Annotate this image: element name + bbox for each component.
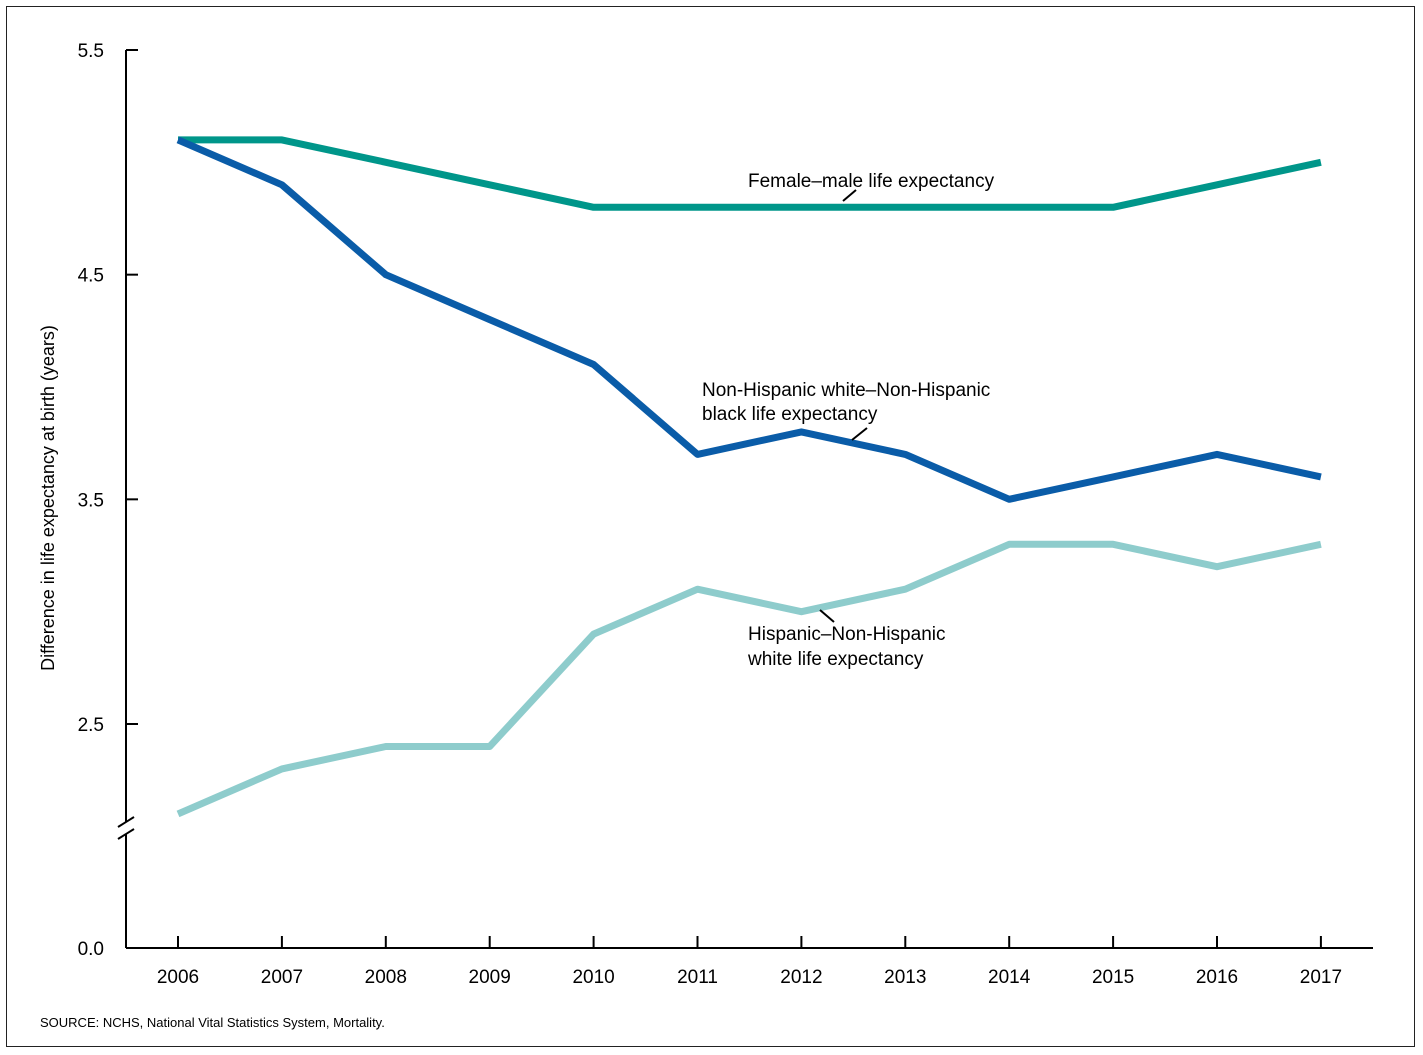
annotation-female-male: Female–male life expectancy (748, 171, 995, 202)
x-tick-label: 2011 (677, 967, 718, 988)
annotation-leader (819, 609, 835, 623)
x-tick-label: 2007 (261, 967, 303, 988)
x-tick-label: 2017 (1300, 967, 1342, 988)
labels-layer: Female–male life expectancy Non-Hispanic … (702, 171, 995, 670)
x-tick-label: 2012 (780, 967, 822, 988)
axis-break-mark (117, 828, 135, 840)
y-tick-label: 5.5 (78, 41, 104, 62)
series-layer (176, 136, 1322, 818)
y-tick-label: 3.5 (78, 490, 104, 511)
annotation-leader (851, 427, 868, 441)
y-tick-label: 4.5 (78, 266, 104, 287)
axes: 0.0 2.5 3.5 4.5 5.5 2006 2007 2008 2009 2010 2011 2… (78, 41, 1373, 988)
source-note: SOURCE: NCHS, National Vital Statistics … (40, 1015, 385, 1030)
x-tick-label: 2013 (884, 967, 926, 988)
annotation-leader (842, 189, 857, 202)
x-tick-label: 2006 (157, 967, 199, 988)
annotation-line: white life expectancy (747, 649, 924, 670)
series-line-hispanic-white (176, 540, 1322, 818)
y-tick-label: 2.5 (78, 715, 104, 736)
chart-frame (6, 6, 1415, 1047)
y-axis-title: Difference in life expectancy at birth (… (38, 325, 58, 671)
x-tick-label: 2008 (365, 967, 407, 988)
x-tick-label: 2016 (1196, 967, 1238, 988)
y-tick-label: 0.0 (78, 939, 104, 960)
annotation-line: black life expectancy (702, 404, 878, 425)
axis-break-mark (117, 816, 135, 828)
x-tick-label: 2015 (1092, 967, 1134, 988)
annotation-line: Non-Hispanic white–Non-Hispanic (702, 380, 990, 401)
annotation-line: Hispanic–Non-Hispanic (748, 624, 945, 645)
x-tick-label: 2010 (572, 967, 614, 988)
series-line-white-black (176, 136, 1322, 503)
annotation-line: Female–male life expectancy (748, 171, 995, 192)
x-tick-label: 2014 (988, 967, 1031, 988)
x-tick-label: 2009 (469, 967, 511, 988)
annotation-white-black: Non-Hispanic white–Non-Hispanic black lif… (702, 380, 990, 441)
annotation-hispanic-white: Hispanic–Non-Hispanic white life expectan… (747, 609, 945, 670)
series-line-female-male (178, 136, 1322, 211)
